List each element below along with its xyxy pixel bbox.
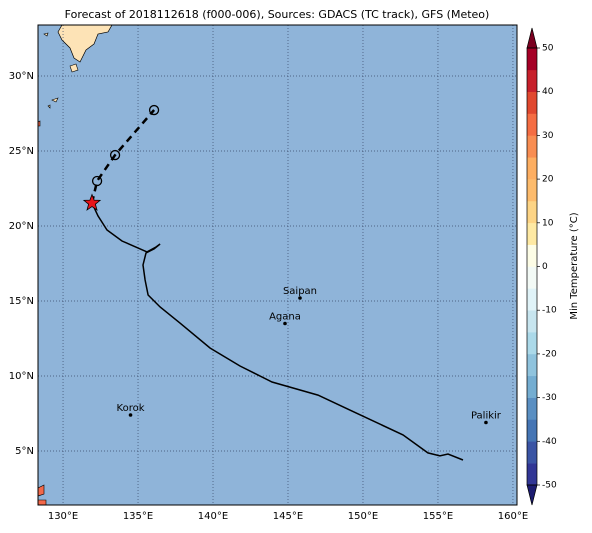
- colorbar-under: [526, 484, 538, 506]
- land-island: [69, 63, 79, 73]
- place-dot: [283, 321, 287, 326]
- colorbar-band: [527, 288, 537, 311]
- colorbar-band: [527, 310, 537, 333]
- map-frame: [37, 24, 518, 506]
- colorbar-band: [527, 332, 537, 355]
- lat-tick-label: 15°N: [9, 296, 34, 307]
- lat-tick-label: 20°N: [9, 221, 34, 232]
- lat-tick-label: 30°N: [9, 71, 34, 82]
- forecast-line: [90, 109, 156, 204]
- map-title: Forecast of 2018112618 (f000-006), Sourc…: [65, 8, 490, 21]
- colorbar-band: [527, 397, 537, 420]
- colorbar-band: [527, 48, 537, 71]
- land-japan: [57, 25, 113, 63]
- colorbar-tick-label: -40: [542, 437, 557, 447]
- ocean: [38, 25, 517, 505]
- place-dot: [128, 413, 133, 417]
- grid: [38, 25, 517, 505]
- current-position: [82, 193, 102, 211]
- lat-tick-label: 25°N: [9, 146, 34, 157]
- lon-tick-label: 145°E: [273, 511, 303, 522]
- colorbar-tick-label: 50: [542, 44, 554, 54]
- place-label: Saipan: [283, 286, 317, 297]
- land-island: [43, 32, 59, 109]
- colorbar-band: [527, 157, 537, 180]
- lon-tick-label: 130°E: [48, 511, 78, 522]
- colorbar-band: [527, 419, 537, 442]
- forecast-point: [91, 175, 103, 187]
- colorbar-tick-label: -10: [542, 306, 557, 316]
- colorbar-tick-label: -30: [542, 393, 557, 403]
- colorbar-tick-label: 0: [542, 262, 548, 272]
- place-label: Palikir: [471, 411, 502, 422]
- colorbar: -50 -40 -30 -20 -10 0 10 20 30 40 50: [526, 27, 557, 506]
- colorbar-tick-label: -20: [542, 349, 557, 359]
- colorbar-band: [527, 375, 537, 398]
- colorbar-label: Min Temperature (°C): [569, 212, 580, 319]
- place-label: Agana: [269, 312, 301, 323]
- place-dot: [484, 420, 488, 425]
- colorbar-band: [527, 135, 537, 158]
- colorbar-tick-label: 10: [542, 218, 554, 228]
- lon-tick-label: 155°E: [423, 511, 453, 522]
- colorbar-over: [526, 27, 538, 49]
- lon-tick-label: 150°E: [348, 511, 378, 522]
- colorbar-tick-label: 30: [542, 131, 554, 141]
- lon-tick-label: 140°E: [198, 511, 228, 522]
- colorbar-band: [527, 222, 537, 245]
- colorbar-band: [527, 244, 537, 267]
- colorbar-band: [527, 91, 537, 114]
- forecast-point: [109, 149, 121, 161]
- land: [38, 25, 113, 505]
- place-label: Korok: [117, 403, 145, 414]
- lat-tick-label: 5°N: [15, 446, 34, 457]
- colorbar-band: [527, 200, 537, 224]
- colorbar-tick-label: 40: [542, 87, 554, 97]
- colorbar-band: [527, 266, 537, 289]
- land-edge: [38, 120, 47, 505]
- lon-tick-label: 160°E: [498, 511, 528, 522]
- colorbar-band: [527, 463, 537, 486]
- lat-tick-label: 10°N: [9, 371, 34, 382]
- colorbar-tick-label: -50: [542, 481, 557, 491]
- lon-tick-label: 135°E: [123, 511, 153, 522]
- colorbar-band: [527, 179, 537, 202]
- colorbar-band: [527, 69, 537, 92]
- colorbar-band: [527, 113, 537, 136]
- colorbar-band: [527, 441, 537, 464]
- place-dot: [298, 296, 302, 300]
- colorbar-band: [527, 353, 537, 377]
- tracks: Saipan Agana Korok Palikir: [82, 104, 502, 461]
- track-line: [91, 202, 464, 461]
- colorbar-tick-label: 20: [542, 175, 554, 185]
- forecast-point: [148, 104, 160, 116]
